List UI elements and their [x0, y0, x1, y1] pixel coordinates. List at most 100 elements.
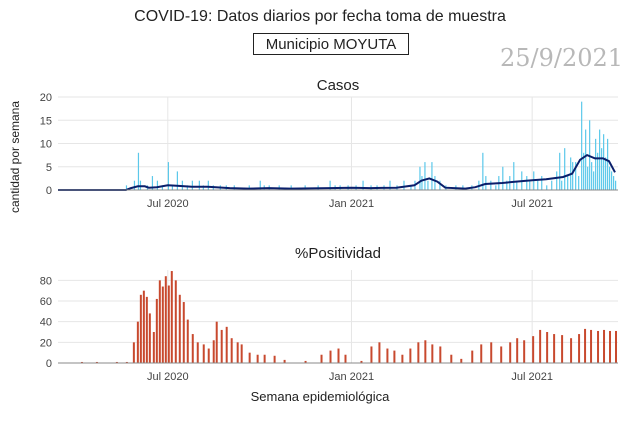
bar — [207, 180, 209, 190]
bar — [220, 329, 223, 363]
bar — [125, 361, 128, 363]
bar — [273, 355, 276, 363]
bar — [482, 152, 484, 190]
bar — [490, 342, 493, 363]
bar — [212, 340, 215, 363]
y-tick-label: 5 — [46, 162, 52, 174]
bar — [403, 180, 405, 190]
bar — [471, 350, 474, 363]
x-axis-label: Semana epidemiológica — [250, 389, 390, 404]
bar — [167, 285, 170, 363]
bar — [196, 342, 199, 363]
bar — [207, 348, 210, 363]
bar — [263, 354, 266, 363]
x-tick-label: Jul 2020 — [147, 198, 189, 210]
bar — [506, 180, 508, 190]
bar — [174, 280, 177, 363]
bar — [537, 180, 539, 190]
bar — [156, 180, 159, 190]
bar — [259, 180, 261, 190]
bar — [186, 319, 189, 363]
bar — [516, 338, 519, 363]
bar — [95, 361, 98, 363]
bar — [551, 180, 553, 190]
bar — [161, 185, 164, 190]
bar — [591, 162, 593, 190]
bar — [546, 185, 548, 190]
bar — [137, 152, 140, 190]
bar — [283, 359, 286, 363]
bar — [236, 342, 239, 363]
bar — [320, 354, 323, 363]
y-tick-label: 80 — [40, 275, 52, 287]
y-tick-label: 20 — [40, 92, 52, 104]
bar — [516, 180, 518, 190]
bar — [570, 338, 573, 363]
bar — [370, 346, 373, 363]
bar — [424, 340, 427, 363]
bar — [401, 354, 404, 363]
y-tick-label: 15 — [40, 115, 52, 127]
bar — [248, 352, 251, 363]
bar — [161, 286, 164, 363]
y-tick-label: 0 — [46, 358, 52, 370]
y-tick-label: 10 — [40, 139, 52, 151]
bar — [410, 185, 412, 190]
bar — [597, 152, 599, 190]
bar — [191, 334, 194, 363]
bar — [256, 354, 259, 363]
chart-title: COVID-19: Datos diarios por fecha toma d… — [134, 8, 506, 25]
bar — [553, 334, 556, 363]
bar — [139, 294, 142, 363]
bar — [145, 296, 148, 363]
bar — [155, 298, 158, 363]
bar — [509, 342, 512, 363]
panel-title: %Positividad — [295, 245, 381, 262]
bar — [424, 162, 426, 190]
x-tick-label: Jul 2021 — [511, 198, 553, 210]
y-tick-label: 0 — [46, 185, 52, 197]
bar — [132, 342, 135, 363]
x-tick-label: Jan 2021 — [329, 198, 374, 210]
municipality-label: Municipio MOYUTA — [253, 33, 409, 55]
bar — [584, 328, 587, 363]
bar — [490, 180, 492, 190]
bar — [607, 138, 609, 190]
x-tick-label: Jul 2021 — [511, 371, 553, 383]
bar — [603, 329, 606, 363]
bar — [450, 354, 453, 363]
bar — [378, 342, 381, 363]
bar — [431, 162, 433, 190]
bar — [500, 346, 503, 363]
bar — [532, 336, 535, 363]
bar — [480, 344, 483, 363]
bar — [601, 148, 603, 190]
panel-casos: Casos 0 5 10 15 20 Jul 2020 Jan 2021 Jul 2021 — [40, 77, 618, 210]
bar — [609, 330, 612, 363]
bar — [170, 271, 173, 363]
bar — [148, 313, 151, 363]
bar — [136, 321, 139, 363]
bar — [615, 330, 618, 363]
bar — [581, 101, 583, 190]
bar — [605, 157, 607, 190]
bar — [439, 346, 442, 363]
bar — [561, 180, 563, 190]
bar — [556, 171, 558, 190]
bar — [523, 340, 526, 363]
bar — [133, 180, 136, 190]
bar — [419, 166, 421, 190]
bar — [151, 176, 154, 190]
bar — [362, 180, 364, 190]
panel-positividad: %Positividad 0 20 40 60 80 Jul 2020 Jan 2021 Jul… — [40, 245, 618, 383]
bar — [529, 180, 531, 190]
bar — [583, 152, 585, 190]
bar — [230, 338, 233, 363]
bar — [595, 138, 597, 190]
bar — [613, 176, 615, 190]
bar — [198, 180, 200, 190]
series-line — [58, 153, 616, 191]
bar — [344, 354, 347, 363]
bar — [526, 176, 528, 190]
